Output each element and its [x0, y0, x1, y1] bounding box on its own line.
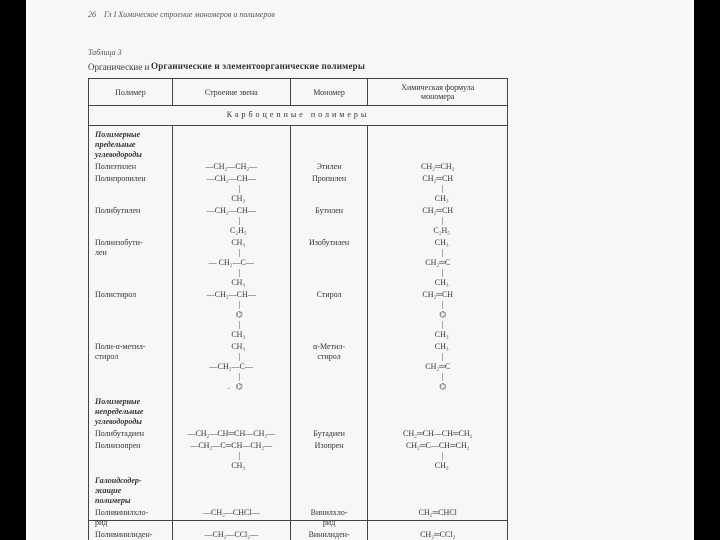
col-formula: Химическая формула мономера [368, 79, 508, 106]
table-label: Таблица 3 [88, 48, 122, 57]
group-row: Галоидсодер- жащие полимеры [89, 472, 508, 507]
table-pretitle: Органические и [88, 62, 149, 72]
table-row: Полипропилен—CH₂—CH— | CH₃ПропиленCH₂═CH… [89, 173, 508, 205]
table-bottom-rule [88, 520, 508, 521]
table-row: Полиизобути- лен CH₃ | — CH₂—C— | CH₃Изо… [89, 237, 508, 289]
table-row: Поли-α-метил- стирол CH₃ | —CH₂—C— | . ⌬… [89, 341, 508, 393]
table-row: Полиизопрен—CH₂—C═CH—CH₂— | CH₃ИзопренCH… [89, 440, 508, 472]
col-polymer: Полимер [89, 79, 173, 106]
table-header-row: Полимер Строение звена Мономер Химическа… [89, 79, 508, 106]
table-row: Полибутадиен—CH₂—CH═CH—CH₂—БутадиенCH₂═C… [89, 428, 508, 440]
section-row: Карбоцепные полимеры [89, 106, 508, 126]
running-title: Гл I Химическое строение мономеров и пол… [104, 10, 275, 19]
polymers-table: Полимер Строение звена Мономер Химическа… [88, 78, 508, 540]
table-row: Полиэтилен—CH₂—CH₂—ЭтиленCH₂═CH₂ [89, 161, 508, 173]
col-monomer: Мономер [290, 79, 368, 106]
col-link: Строение звена [172, 79, 290, 106]
table-row: Полистирол—CH₂—CH— | ⌬ | CH₃СтиролCH₂═CH… [89, 289, 508, 341]
table-row: Поливинилиден- хлорид—CH₂—CCl₂—Винилиден… [89, 529, 508, 540]
page-running-head: 26 Гл I Химическое строение мономеров и … [88, 10, 275, 19]
group-row: Полимерные предельные углеводороды [89, 126, 508, 162]
table-row: Поливинилхло- рид—CH₂—CHCl—Винилхло- рид… [89, 507, 508, 529]
table-row: Полибутилен—CH₂—CH— | C₂H₅БутиленCH₂═CH … [89, 205, 508, 237]
group-row: Полимерные непредельные углеводороды [89, 393, 508, 428]
overlay-caption: Органические и элементоорганические поли… [151, 61, 365, 71]
page-number: 26 [88, 10, 96, 19]
